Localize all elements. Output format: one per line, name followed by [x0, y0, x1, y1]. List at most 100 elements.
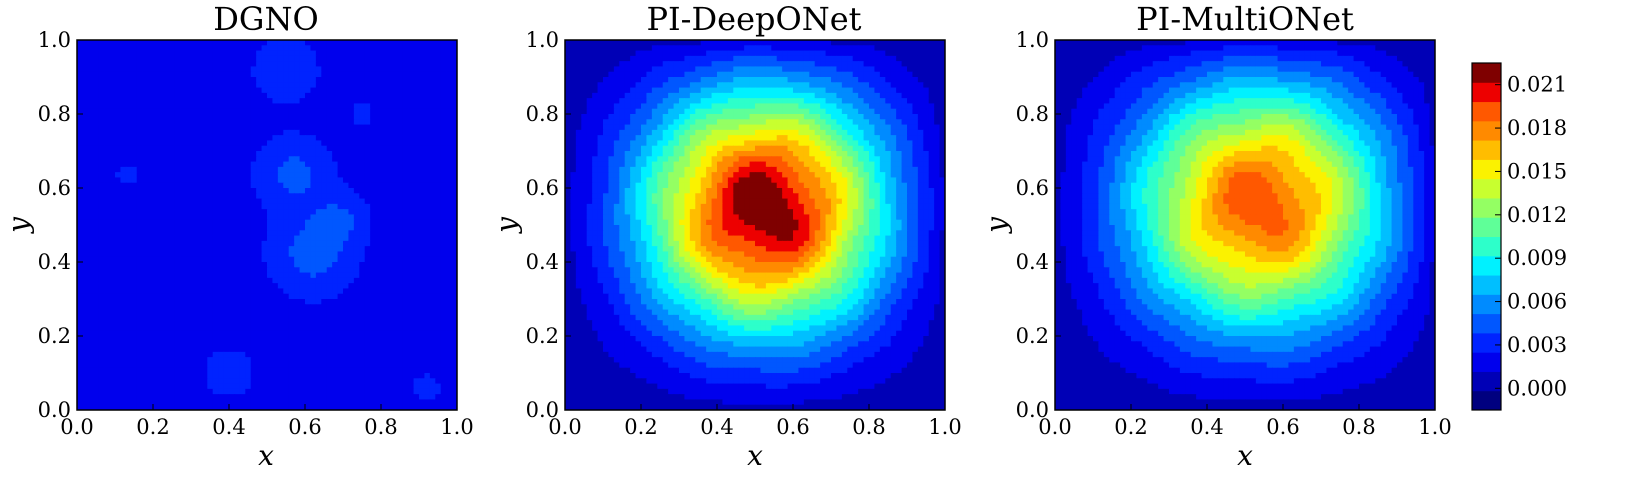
heatmap-cell	[120, 336, 127, 342]
heatmap-cell	[261, 103, 268, 110]
heatmap-cell	[440, 71, 447, 78]
heatmap-cell	[294, 267, 301, 274]
heatmap-cell	[250, 262, 257, 268]
heatmap-cell	[223, 119, 230, 126]
heatmap-cell	[326, 92, 333, 99]
heatmap-cell	[136, 172, 143, 179]
heatmap-cell	[142, 383, 149, 390]
heatmap-cell	[359, 219, 366, 226]
heatmap-cell	[196, 124, 203, 131]
heatmap-cell	[386, 166, 393, 173]
heatmap-cell	[120, 87, 127, 94]
heatmap-cell	[169, 288, 176, 295]
heatmap-cell	[256, 373, 263, 379]
heatmap-cell	[245, 383, 252, 390]
heatmap-cell	[136, 240, 143, 247]
heatmap-cell	[191, 267, 198, 274]
heatmap-cell	[174, 71, 181, 78]
heatmap-cell	[424, 299, 431, 305]
heatmap-cell	[565, 40, 572, 46]
heatmap-cell	[109, 394, 116, 401]
heatmap-cell	[104, 378, 111, 385]
heatmap-cell	[207, 367, 214, 374]
heatmap-cell	[305, 214, 312, 221]
heatmap-cell	[104, 182, 111, 189]
heatmap-cell	[87, 240, 94, 247]
heatmap-cell	[136, 277, 143, 284]
heatmap-cell	[229, 346, 236, 353]
heatmap-cell	[343, 82, 350, 89]
heatmap-cell	[315, 230, 322, 237]
heatmap-cell	[386, 219, 393, 226]
heatmap-cell	[147, 246, 154, 253]
heatmap-cell	[315, 362, 322, 369]
heatmap-cell	[191, 61, 198, 68]
heatmap-cell	[147, 314, 154, 321]
heatmap-cell	[294, 151, 301, 157]
heatmap-cell	[272, 299, 279, 305]
panel-title: PI-DeepONet	[646, 0, 861, 38]
heatmap-cell	[93, 341, 100, 348]
heatmap-cell	[451, 77, 457, 83]
heatmap-cell	[256, 214, 263, 221]
heatmap-cell	[218, 219, 225, 226]
heatmap-cell	[397, 161, 404, 168]
heatmap-cell	[196, 304, 203, 311]
heatmap-cell	[305, 330, 312, 337]
heatmap-cell	[288, 50, 295, 57]
heatmap-cell	[136, 61, 143, 68]
heatmap-cell	[120, 203, 127, 210]
heatmap-cell	[77, 156, 84, 163]
heatmap-cell	[109, 198, 116, 205]
heatmap-cell	[451, 383, 457, 390]
heatmap-cell	[245, 267, 252, 274]
heatmap-cell	[402, 383, 409, 390]
heatmap-cell	[82, 203, 89, 210]
heatmap-cell	[288, 394, 295, 401]
heatmap-cell	[446, 66, 453, 73]
heatmap-cell	[386, 92, 393, 99]
heatmap-cell	[234, 314, 241, 321]
heatmap-cell	[234, 299, 241, 305]
heatmap-cell	[104, 293, 111, 300]
heatmap-cell	[315, 336, 322, 342]
heatmap-cell	[245, 103, 252, 110]
heatmap-cell	[234, 288, 241, 295]
heatmap-cell	[446, 320, 453, 327]
heatmap-cell	[267, 214, 274, 221]
heatmap-cell	[142, 193, 149, 200]
heatmap-cell	[261, 98, 268, 105]
heatmap-cell	[261, 357, 268, 364]
heatmap-cell	[77, 177, 84, 184]
heatmap-cell	[348, 351, 355, 358]
heatmap-cell	[397, 124, 404, 131]
heatmap-cell	[310, 399, 317, 406]
heatmap-cell	[169, 304, 176, 311]
heatmap-cell	[326, 188, 333, 194]
heatmap-cell	[250, 66, 257, 73]
heatmap-cell	[245, 193, 252, 200]
heatmap-cell	[370, 140, 377, 147]
heatmap-cell	[310, 45, 317, 52]
heatmap-cell	[299, 203, 306, 210]
y-tick-label: 0.6	[38, 176, 71, 200]
heatmap-cell	[353, 92, 360, 99]
heatmap-cell	[451, 267, 457, 274]
heatmap-cell	[234, 61, 241, 68]
heatmap-cell	[353, 240, 360, 247]
heatmap-cell	[87, 320, 94, 327]
heatmap-cell	[120, 45, 127, 52]
heatmap-cell	[256, 103, 263, 110]
heatmap-cell	[419, 66, 426, 73]
heatmap-cell	[343, 45, 350, 52]
heatmap-cell	[413, 299, 420, 305]
heatmap-cell	[277, 330, 284, 337]
heatmap-cell	[386, 378, 393, 385]
heatmap-cell	[98, 373, 105, 379]
heatmap-cell	[87, 357, 94, 364]
heatmap-cell	[879, 40, 886, 46]
heatmap-cell	[212, 251, 219, 258]
heatmap-cell	[185, 325, 192, 332]
heatmap-cell	[207, 357, 214, 364]
heatmap-cell	[93, 92, 100, 99]
